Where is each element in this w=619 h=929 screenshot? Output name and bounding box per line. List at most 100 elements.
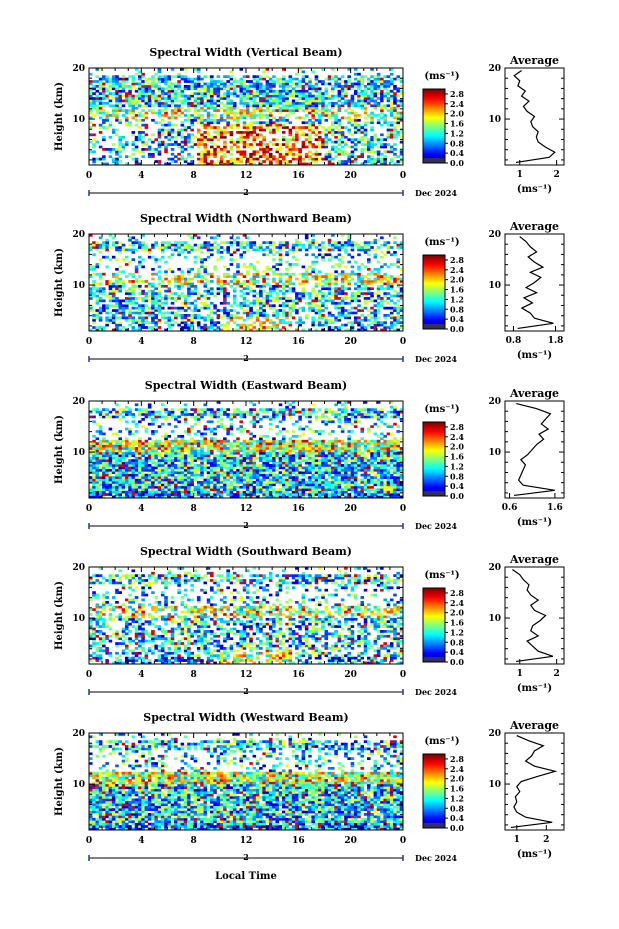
- heatmap-cell: [376, 84, 381, 88]
- heatmap-cell: [324, 323, 329, 327]
- heatmap-cell: [317, 118, 322, 122]
- heatmap-cell: [138, 84, 142, 88]
- heatmap-cell: [370, 97, 374, 100]
- heatmap-cell: [151, 478, 155, 482]
- heatmap-cell: [350, 138, 355, 142]
- heatmap-cell: [187, 284, 191, 288]
- heatmap-cell: [89, 243, 93, 247]
- heatmap-cell: [229, 109, 234, 112]
- heatmap-cell: [324, 114, 329, 117]
- heatmap-cell: [124, 304, 129, 308]
- heatmap-cell: [164, 284, 168, 288]
- profile-y-tick-label: 10: [488, 115, 501, 125]
- heatmap-cell: [278, 263, 283, 266]
- heatmap-cell: [95, 481, 100, 484]
- heatmap-cell: [278, 483, 283, 487]
- heatmap-cell: [157, 478, 162, 482]
- heatmap-cell: [223, 280, 227, 283]
- heatmap-cell: [380, 123, 384, 127]
- heatmap-cell: [170, 68, 175, 71]
- heatmap-cell: [128, 238, 132, 242]
- heatmap-cell: [141, 306, 145, 310]
- colorbar-segment: [423, 276, 445, 279]
- heatmap-cell: [200, 243, 204, 247]
- heatmap-cell: [105, 488, 109, 492]
- heatmap-cell: [255, 75, 260, 78]
- heatmap-cell: [242, 309, 247, 312]
- heatmap-cell: [314, 106, 319, 110]
- heatmap-cell: [92, 133, 96, 137]
- heatmap-cell: [298, 478, 302, 482]
- heatmap-cell: [285, 280, 289, 283]
- heatmap-cell: [272, 116, 276, 120]
- heatmap-cell: [347, 106, 351, 110]
- profile-x-label: (ms⁻¹): [517, 184, 552, 195]
- heatmap-cell: [363, 306, 368, 310]
- heatmap-cell: [308, 133, 312, 137]
- heatmap-cell: [141, 292, 145, 295]
- heatmap-cell: [265, 148, 270, 151]
- heatmap-cell: [386, 297, 391, 300]
- heatmap-cell: [134, 87, 139, 91]
- heatmap-cell: [288, 280, 293, 283]
- heatmap-cell: [353, 241, 358, 244]
- heatmap-cell: [301, 277, 306, 281]
- colorbar-segment: [423, 150, 445, 152]
- heatmap-cell: [252, 101, 257, 105]
- heatmap-cell: [317, 138, 322, 142]
- heatmap-cell: [278, 289, 283, 293]
- heatmap-cell: [344, 248, 348, 252]
- heatmap-cell: [363, 148, 368, 151]
- heatmap-cell: [236, 106, 240, 110]
- heatmap-cell: [324, 306, 329, 310]
- heatmap-cell: [226, 89, 230, 93]
- heatmap-cell: [232, 272, 237, 276]
- heatmap-cell: [311, 488, 315, 492]
- heatmap-cell: [334, 246, 338, 249]
- heatmap-cell: [285, 483, 289, 487]
- heatmap-cell: [144, 316, 149, 320]
- heatmap-cell: [324, 145, 329, 149]
- colorbar-segment: [423, 280, 445, 282]
- heatmap-cell: [285, 246, 289, 249]
- heatmap-cell: [102, 304, 106, 308]
- heatmap-cell: [196, 275, 201, 278]
- heatmap-cell: [157, 292, 162, 295]
- heatmap-cell: [98, 328, 103, 332]
- heatmap-cell: [363, 292, 368, 295]
- heatmap-cell: [210, 301, 214, 305]
- heatmap-cell: [210, 493, 214, 496]
- heatmap-cell: [160, 89, 165, 93]
- heatmap-cell: [360, 287, 365, 291]
- heatmap-cell: [167, 123, 172, 127]
- heatmap-cell: [138, 89, 142, 93]
- heatmap-cell: [236, 265, 240, 269]
- heatmap-cell: [373, 481, 378, 484]
- heatmap-cell: [262, 301, 266, 305]
- heatmap-cell: [121, 299, 126, 303]
- heatmap-cell: [262, 138, 266, 142]
- heatmap-cell: [98, 126, 103, 129]
- heatmap-cell: [311, 70, 315, 74]
- heatmap-cell: [265, 267, 270, 271]
- heatmap-cell: [389, 109, 394, 112]
- heatmap-cell: [239, 282, 244, 286]
- heatmap-cell: [334, 483, 338, 487]
- heatmap-cell: [298, 272, 302, 276]
- heatmap-cell: [118, 92, 123, 95]
- heatmap-cell: [200, 106, 204, 110]
- heatmap-cell: [337, 316, 342, 320]
- heatmap-cell: [370, 485, 374, 489]
- heatmap-cell: [288, 495, 293, 499]
- heatmap-cell: [327, 97, 332, 100]
- heatmap-cell: [373, 490, 378, 494]
- colorbar-segment: [423, 292, 445, 294]
- heatmap-cell: [353, 297, 358, 300]
- heatmap-cell: [314, 77, 319, 81]
- heatmap-cell: [285, 272, 289, 276]
- heatmap-cell: [301, 99, 306, 103]
- heatmap-cell: [272, 297, 276, 300]
- heatmap-cell: [383, 87, 387, 91]
- heatmap-cell: [262, 77, 266, 81]
- heatmap-cell: [272, 138, 276, 142]
